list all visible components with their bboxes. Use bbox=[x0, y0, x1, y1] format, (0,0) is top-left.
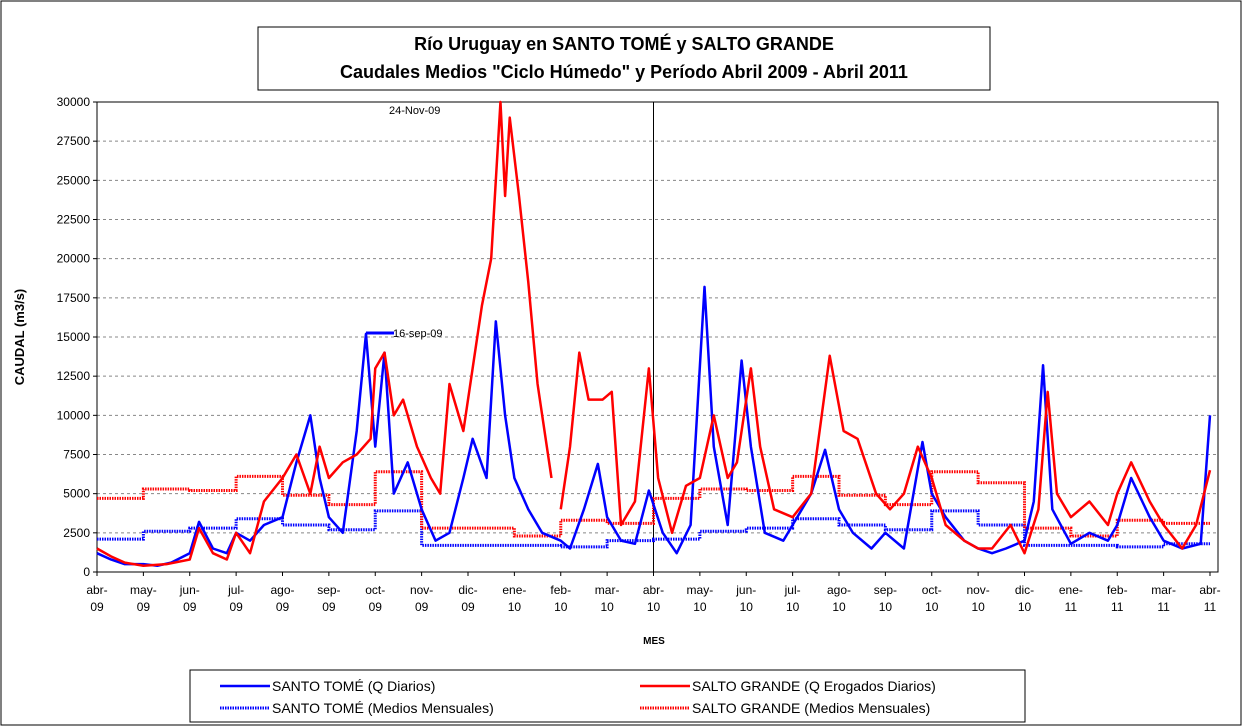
y-tick-label: 12500 bbox=[57, 369, 91, 383]
x-tick-label: ago-10 bbox=[827, 583, 851, 614]
y-tick-label: 27500 bbox=[57, 134, 91, 148]
x-tick-label: abr-09 bbox=[86, 583, 107, 614]
x-tick-label: may-09 bbox=[130, 583, 157, 614]
x-tick-label: abr-11 bbox=[1199, 583, 1220, 614]
y-tick-label: 0 bbox=[83, 565, 90, 579]
annotation: 16-sep-09 bbox=[393, 328, 443, 340]
legend-label: SANTO TOMÉ (Medios Mensuales) bbox=[272, 700, 494, 716]
y-tick-label: 30000 bbox=[57, 95, 91, 109]
x-tick-label: ene-11 bbox=[1059, 583, 1083, 614]
y-tick-label: 25000 bbox=[57, 173, 91, 187]
x-tick-label: ene-10 bbox=[502, 583, 526, 614]
x-tick-label: ago-09 bbox=[270, 583, 294, 614]
x-tick-label: jun-10 bbox=[735, 583, 756, 614]
legend-label: SANTO TOMÉ (Q Diarios) bbox=[272, 678, 435, 694]
x-tick-label: jun-09 bbox=[179, 583, 200, 614]
daily-line bbox=[96, 100, 1212, 567]
y-tick-label: 10000 bbox=[57, 408, 91, 422]
x-tick-label: dic-10 bbox=[1015, 583, 1034, 614]
y-tick-label: 17500 bbox=[57, 291, 91, 305]
y-tick-label: 7500 bbox=[63, 448, 90, 462]
title-box bbox=[257, 26, 991, 91]
x-tick-label: nov-10 bbox=[966, 583, 989, 614]
x-tick-label: sep-09 bbox=[317, 583, 340, 614]
y-tick-label: 22500 bbox=[57, 213, 91, 227]
x-tick-label: mar-10 bbox=[595, 583, 620, 614]
y-axis-title: CAUDAL (m3/s) bbox=[12, 289, 27, 386]
x-tick-label: may-10 bbox=[687, 583, 714, 614]
monthly-mean-line bbox=[97, 470, 1210, 538]
plot-area: 0 2500 5000 7500 10000 12500 15000 17500 20000 22… bbox=[57, 95, 1221, 614]
x-tick-label: feb-11 bbox=[1107, 583, 1128, 614]
y-tick-label: 20000 bbox=[57, 252, 91, 266]
legend-label: SALTO GRANDE (Medios Mensuales) bbox=[692, 700, 930, 716]
y-tick-label: 2500 bbox=[63, 526, 90, 540]
x-tick-label: jul-09 bbox=[227, 583, 244, 614]
daily-line bbox=[96, 285, 1212, 567]
y-tick-label: 15000 bbox=[57, 330, 91, 344]
y-tick-label: 5000 bbox=[63, 487, 90, 501]
x-tick-label: jul-10 bbox=[784, 583, 801, 614]
x-tick-label: oct-10 bbox=[922, 583, 942, 614]
x-tick-label: feb-10 bbox=[550, 583, 571, 614]
plot-border bbox=[96, 101, 1219, 573]
annotation: 24-Nov-09 bbox=[389, 105, 440, 117]
legend-box bbox=[189, 669, 1026, 723]
x-tick-label: nov-09 bbox=[410, 583, 433, 614]
chart-title: Río Uruguay en SANTO TOMÉ y SALTO GRANDE bbox=[414, 33, 834, 54]
x-axis-title: MES bbox=[643, 636, 665, 647]
x-tick-label: sep-10 bbox=[874, 583, 897, 614]
x-tick-label: mar-11 bbox=[1151, 583, 1176, 614]
x-tick-label: dic-09 bbox=[458, 583, 477, 614]
x-tick-label: oct-09 bbox=[365, 583, 385, 614]
x-tick-label: abr-10 bbox=[643, 583, 664, 614]
chart-subtitle: Caudales Medios "Ciclo Húmedo" y Período… bbox=[340, 62, 908, 82]
legend-label: SALTO GRANDE (Q Erogados Diarios) bbox=[692, 678, 936, 694]
